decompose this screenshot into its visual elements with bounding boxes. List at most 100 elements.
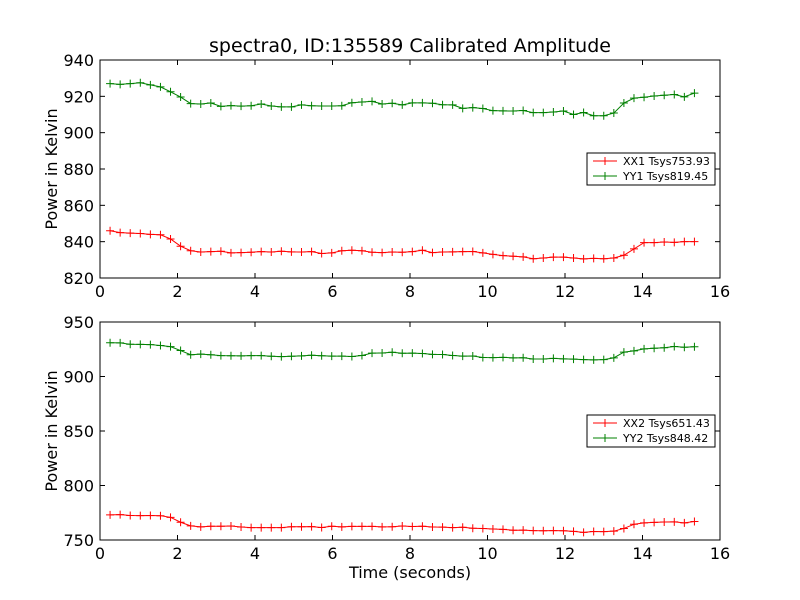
- data-point: [468, 352, 477, 361]
- data-point: [136, 229, 145, 238]
- data-point: [368, 349, 377, 358]
- data-point: [317, 351, 326, 360]
- data-point: [206, 350, 215, 359]
- data-point: [418, 349, 427, 358]
- data-point: [126, 79, 135, 88]
- data-point: [116, 510, 125, 519]
- data-point: [146, 80, 155, 89]
- data-point: [650, 344, 659, 353]
- data-point: [277, 102, 286, 111]
- series-xx2: [106, 510, 699, 537]
- data-point: [629, 244, 638, 253]
- data-point: [297, 351, 306, 360]
- data-point: [287, 247, 296, 256]
- x-tick-label: 12: [555, 544, 575, 563]
- chart-title: spectra0, ID:135589 Calibrated Amplitude: [209, 35, 611, 57]
- data-point: [428, 99, 437, 108]
- data-point: [589, 355, 598, 364]
- data-point: [569, 254, 578, 263]
- legend-label: YY1 Tsys819.45: [622, 170, 708, 183]
- data-point: [106, 338, 115, 347]
- data-point: [368, 248, 377, 257]
- data-point: [418, 522, 427, 531]
- data-point: [438, 248, 447, 257]
- data-point: [176, 518, 185, 527]
- data-point: [237, 351, 246, 360]
- data-point: [378, 99, 387, 108]
- x-tick-label: 14: [632, 544, 652, 563]
- series-yy1: [106, 78, 699, 120]
- data-point: [166, 342, 175, 351]
- data-point: [549, 253, 558, 262]
- data-point: [640, 238, 649, 247]
- data-point: [660, 91, 669, 100]
- data-point: [237, 523, 246, 532]
- data-point: [448, 523, 457, 532]
- data-point: [660, 518, 669, 527]
- x-tick-label: 16: [710, 282, 730, 301]
- data-point: [478, 353, 487, 362]
- data-point: [106, 510, 115, 519]
- y-tick-label: 880: [63, 160, 94, 179]
- data-point: [519, 526, 528, 535]
- data-point: [257, 351, 266, 360]
- data-point: [216, 522, 225, 531]
- data-point: [569, 110, 578, 119]
- x-tick-label: 4: [250, 282, 260, 301]
- data-point: [398, 349, 407, 358]
- data-point: [529, 254, 538, 263]
- data-point: [156, 341, 165, 350]
- data-point: [539, 108, 548, 117]
- data-point: [599, 254, 608, 263]
- data-point: [579, 108, 588, 117]
- data-point: [509, 526, 518, 535]
- data-point: [116, 338, 125, 347]
- data-point: [317, 101, 326, 110]
- data-point: [488, 353, 497, 362]
- data-point: [468, 247, 477, 256]
- data-point: [650, 518, 659, 527]
- data-point: [458, 104, 467, 113]
- legend-marker: [601, 434, 609, 442]
- data-point: [327, 522, 336, 531]
- data-point: [388, 99, 397, 108]
- data-point: [176, 93, 185, 102]
- data-point: [629, 346, 638, 355]
- data-point: [378, 522, 387, 531]
- data-point: [126, 229, 135, 238]
- data-point: [619, 251, 628, 260]
- data-point: [186, 99, 195, 108]
- data-point: [680, 343, 689, 352]
- legend-marker: [601, 419, 609, 427]
- data-point: [106, 226, 115, 235]
- data-point: [166, 87, 175, 96]
- data-point: [660, 343, 669, 352]
- data-point: [337, 522, 346, 531]
- data-point: [509, 353, 518, 362]
- data-point: [559, 107, 568, 116]
- data-point: [327, 101, 336, 110]
- data-point: [247, 351, 256, 360]
- data-point: [499, 525, 507, 534]
- data-point: [670, 342, 679, 351]
- data-point: [599, 111, 608, 120]
- data-point: [509, 107, 518, 116]
- data-point: [287, 522, 296, 531]
- data-point: [317, 249, 326, 258]
- data-point: [640, 93, 649, 102]
- data-point: [529, 526, 538, 535]
- data-point: [317, 523, 326, 532]
- data-point: [368, 522, 377, 531]
- data-point: [690, 237, 699, 246]
- data-point: [307, 351, 316, 360]
- data-point: [599, 355, 608, 364]
- y-tick-label: 850: [63, 422, 94, 441]
- data-point: [519, 106, 528, 115]
- data-point: [226, 522, 235, 531]
- data-point: [408, 349, 417, 358]
- data-point: [226, 248, 235, 257]
- y-tick-label: 920: [63, 87, 94, 106]
- data-point: [619, 99, 628, 108]
- data-point: [277, 523, 286, 532]
